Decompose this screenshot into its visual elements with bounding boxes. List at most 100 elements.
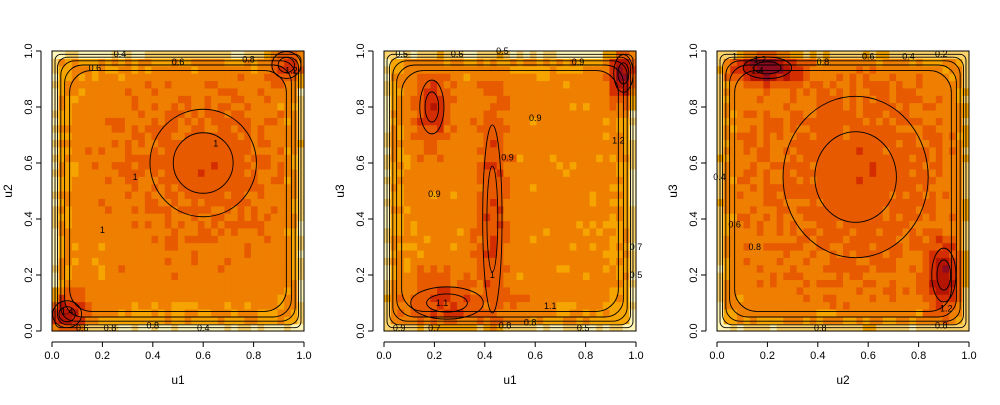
heatmap-cell	[191, 95, 199, 104]
heatmap-cell	[602, 264, 611, 273]
heatmap-cell	[942, 213, 950, 222]
heatmap-cell	[955, 249, 963, 258]
heatmap-cell	[743, 279, 751, 288]
heatmap-cell	[496, 198, 504, 207]
heatmap-cell	[58, 117, 66, 126]
heatmap-cell	[417, 227, 425, 236]
heatmap-cell	[889, 308, 897, 317]
heatmap-cell	[264, 249, 272, 258]
heatmap-cell	[816, 146, 824, 155]
heatmap-cell	[829, 294, 837, 303]
heatmap-cell	[569, 80, 577, 89]
heatmap-cell	[523, 109, 531, 118]
heatmap-cell	[184, 161, 192, 170]
heatmap-cell	[843, 227, 851, 236]
heatmap-cell	[556, 51, 564, 59]
heatmap-cell	[470, 183, 478, 192]
heatmap-cell	[158, 191, 166, 199]
heatmap-cell	[602, 102, 611, 111]
heatmap-cell	[503, 198, 511, 207]
heatmap-cell	[582, 183, 591, 192]
heatmap-cell	[549, 205, 558, 214]
heatmap-cell	[763, 272, 771, 281]
heatmap-cell	[105, 65, 113, 74]
heatmap-cell	[563, 58, 571, 67]
heatmap-cell	[65, 65, 73, 74]
heatmap-cell	[763, 154, 771, 163]
heatmap-cell	[403, 80, 412, 89]
contour-line	[69, 70, 287, 312]
heatmap-cell	[58, 286, 66, 295]
heatmap-cell	[197, 161, 206, 170]
heatmap-cell	[556, 176, 564, 185]
heatmap-cell	[131, 183, 139, 192]
heatmap-cell	[516, 183, 524, 192]
heatmap-cell	[496, 139, 504, 148]
heatmap-cell	[118, 279, 126, 288]
heatmap-cell	[264, 272, 272, 281]
heatmap-cell	[809, 161, 818, 170]
heatmap-cell	[197, 316, 206, 325]
heatmap-cell	[270, 235, 279, 244]
heatmap-cell	[463, 161, 471, 170]
heatmap-cell	[111, 249, 119, 258]
heatmap-cell	[717, 235, 725, 244]
heatmap-cell	[463, 87, 471, 96]
heatmap-cell	[783, 249, 791, 258]
heatmap-cell	[922, 139, 930, 148]
heatmap-cell	[896, 301, 904, 310]
heatmap-cell	[437, 264, 445, 273]
heatmap-cell	[124, 161, 133, 170]
heatmap-cell	[556, 308, 564, 317]
heatmap-cell	[131, 132, 139, 141]
heatmap-cell	[809, 176, 818, 185]
heatmap-cell	[52, 95, 60, 104]
contour-label: 0.9	[501, 152, 514, 162]
heatmap-cell	[270, 272, 279, 281]
heatmap-cell	[443, 272, 451, 281]
heatmap-cell	[403, 257, 412, 266]
heatmap-cell	[750, 198, 758, 207]
heatmap-cell	[164, 249, 172, 258]
heatmap-cell	[736, 168, 745, 177]
heatmap-cell	[496, 286, 504, 295]
heatmap-cell	[257, 58, 265, 67]
heatmap-cell	[536, 316, 544, 325]
heatmap-cell	[843, 249, 851, 258]
heatmap-cell	[789, 235, 798, 244]
heatmap-cell	[450, 161, 458, 170]
heatmap-cell	[909, 235, 917, 244]
heatmap-cell	[756, 154, 765, 163]
heatmap-cell	[536, 264, 544, 273]
heatmap-cell	[596, 154, 604, 163]
heatmap-cell	[929, 51, 937, 59]
heatmap-cell	[549, 279, 558, 288]
heatmap-cell	[730, 264, 738, 273]
heatmap-cell	[231, 154, 239, 163]
heatmap-cell	[882, 191, 891, 199]
heatmap-cell	[470, 198, 478, 207]
heatmap-cell	[277, 80, 285, 89]
heatmap-cell	[131, 73, 139, 82]
heatmap-cell	[763, 87, 771, 96]
heatmap-cell	[756, 235, 765, 244]
heatmap-cell	[503, 257, 511, 266]
heatmap-cell	[197, 294, 206, 303]
heatmap-cell	[264, 183, 272, 192]
heatmap-cell	[589, 235, 597, 244]
heatmap-cell	[470, 242, 478, 251]
heatmap-cell	[191, 257, 199, 266]
heatmap-cell	[184, 220, 192, 229]
heatmap-cell	[809, 308, 818, 317]
heatmap-cell	[836, 301, 844, 310]
heatmap-cell	[390, 80, 398, 89]
heatmap-cell	[204, 154, 212, 163]
heatmap-cell	[776, 220, 784, 229]
heatmap-cell	[942, 58, 950, 67]
heatmap-cell	[876, 191, 884, 199]
heatmap-cell	[197, 308, 206, 317]
heatmap-cell	[776, 87, 784, 96]
heatmap-cell	[138, 220, 146, 229]
heatmap-cell	[896, 227, 904, 236]
heatmap-cell	[949, 95, 957, 104]
